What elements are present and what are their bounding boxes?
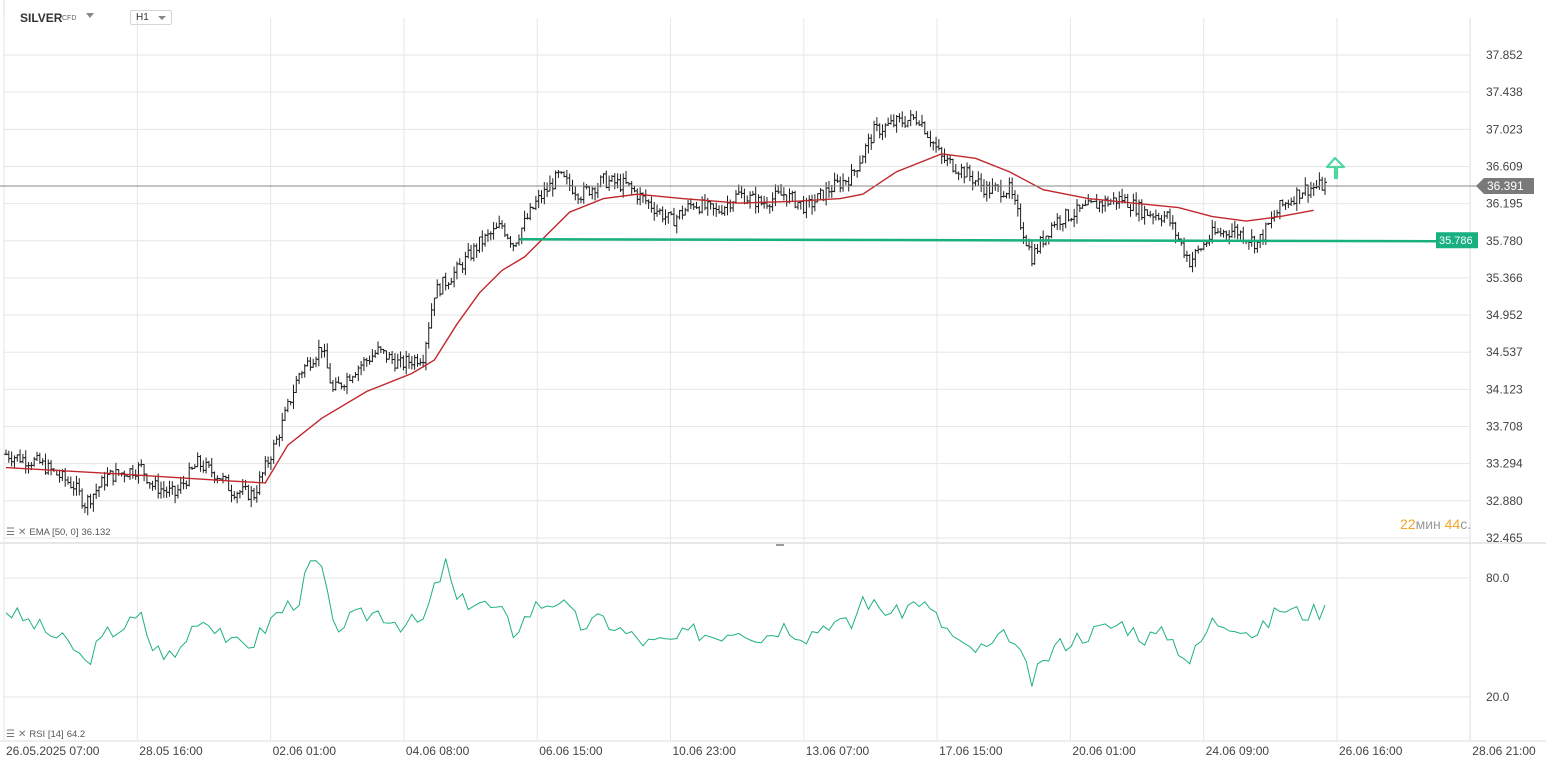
time-tick-label: 26.06 16:00 [1339,744,1403,758]
time-tick-label: 17.06 15:00 [939,744,1003,758]
price-tick-label: 33.708 [1486,420,1523,434]
price-tick-label: 34.123 [1486,382,1523,396]
countdown-sec-unit: с. [1460,516,1472,532]
timeframe-label: H1 [136,12,149,23]
time-tick-label: 28.05 16:00 [139,744,203,758]
ema-label: EMA [50, 0] [29,527,79,538]
current-price-label-bg [1476,177,1534,194]
rsi-line [5,558,1326,687]
level-price-label: 35.786 [1439,235,1473,247]
rsi-value: 64.2 [66,729,86,740]
time-tick-label: 06.06 15:00 [539,744,603,758]
price-tick-label: 36.195 [1486,197,1523,211]
timeframe-selector[interactable]: H1 [130,10,172,25]
price-tick-label: 35.780 [1486,234,1523,248]
symbol-dropdown-icon[interactable] [86,13,94,18]
symbol-type-label: CFD [62,15,77,22]
countdown-minutes: 22 [1400,516,1416,532]
rsi-label: RSI [14] [29,729,64,740]
ema-value: 36.132 [81,527,111,538]
price-tick-label: 37.438 [1486,85,1523,99]
time-tick-label: 13.06 07:00 [806,744,870,758]
support-level-line [519,237,1437,243]
candle-countdown: 22мин 44с. [1400,516,1471,532]
current-price-label: 36.391 [1487,179,1524,193]
settings-icon[interactable]: ☰ [6,527,15,538]
rsi-tick-label: 80.0 [1486,571,1510,585]
level-price-label-bg [1436,232,1478,249]
ohlc-series [4,110,1327,516]
time-tick-label: 28.06 21:00 [1472,744,1536,758]
up-arrow-icon [1325,156,1346,180]
chevron-down-icon [158,16,166,20]
price-tick-label: 37.023 [1486,122,1523,136]
price-tick-label: 32.465 [1486,531,1523,545]
price-tick-label: 34.952 [1486,308,1523,322]
settings-icon[interactable]: ☰ [6,729,15,740]
symbol-selector[interactable]: SILVER [20,11,63,25]
close-icon[interactable]: ✕ [17,527,27,538]
time-tick-label: 20.06 01:00 [1072,744,1136,758]
rsi-indicator-legend: ☰ ✕ RSI [14] 64.2 [6,729,85,740]
price-tick-label: 32.880 [1486,494,1523,508]
time-tick-label: 26.05.2025 07:00 [6,744,100,758]
ema-line [5,153,1314,484]
price-tick-label: 37.852 [1486,48,1523,62]
time-tick-label: 24.06 09:00 [1206,744,1270,758]
time-tick-label: 02.06 01:00 [273,744,337,758]
price-tick-label: 36.609 [1486,159,1523,173]
time-tick-label: 04.06 08:00 [406,744,470,758]
time-tick-label: 10.06 23:00 [673,744,737,758]
close-icon[interactable]: ✕ [17,729,27,740]
price-tick-label: 35.366 [1486,271,1523,285]
price-tick-label: 34.537 [1486,345,1523,359]
countdown-min-unit: мин [1415,516,1441,532]
rsi-tick-label: 20.0 [1486,690,1510,704]
ema-indicator-legend: ☰ ✕ EMA [50, 0] 36.132 [6,527,111,538]
countdown-seconds: 44 [1444,516,1461,532]
price-tick-label: 33.294 [1486,457,1523,471]
